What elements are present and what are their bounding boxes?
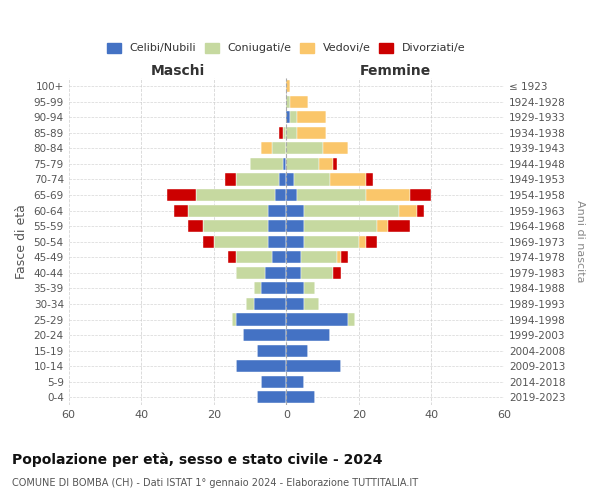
Bar — [247, 298, 254, 310]
Bar — [286, 111, 290, 124]
Bar — [348, 314, 355, 326]
Bar — [228, 251, 236, 264]
Bar — [236, 251, 272, 264]
Bar — [359, 236, 366, 248]
Bar — [286, 282, 304, 294]
Bar — [293, 174, 330, 186]
Bar — [268, 236, 286, 248]
Bar — [232, 314, 236, 326]
Bar — [174, 204, 188, 216]
Bar — [272, 142, 286, 154]
Bar — [290, 96, 308, 108]
Bar — [290, 111, 297, 124]
Bar — [286, 251, 301, 264]
Bar — [257, 344, 286, 356]
Bar — [297, 111, 326, 124]
Bar — [286, 174, 293, 186]
Bar — [272, 251, 286, 264]
Bar — [261, 376, 286, 388]
Bar — [236, 360, 286, 372]
Bar — [236, 314, 286, 326]
Bar — [399, 204, 417, 216]
Bar — [286, 376, 304, 388]
Bar — [250, 158, 283, 170]
Bar — [304, 220, 377, 232]
Bar — [286, 204, 304, 216]
Bar — [286, 314, 348, 326]
Bar — [254, 298, 286, 310]
Bar — [417, 204, 424, 216]
Bar — [283, 158, 286, 170]
Bar — [334, 267, 341, 279]
Bar — [286, 236, 304, 248]
Bar — [286, 344, 308, 356]
Bar — [286, 142, 323, 154]
Bar — [275, 189, 286, 201]
Bar — [377, 220, 388, 232]
Bar — [297, 189, 366, 201]
Bar — [337, 251, 341, 264]
Bar — [203, 220, 268, 232]
Bar — [410, 189, 431, 201]
Bar — [286, 267, 301, 279]
Bar — [366, 189, 410, 201]
Bar — [286, 220, 304, 232]
Bar — [214, 236, 268, 248]
Bar — [341, 251, 348, 264]
Bar — [319, 158, 334, 170]
Bar — [279, 126, 283, 139]
Bar — [301, 267, 334, 279]
Bar — [286, 392, 316, 404]
Bar — [224, 174, 236, 186]
Bar — [330, 174, 366, 186]
Bar — [286, 80, 290, 92]
Bar — [268, 220, 286, 232]
Bar — [366, 174, 373, 186]
Legend: Celibi/Nubili, Coniugati/e, Vedovi/e, Divorziati/e: Celibi/Nubili, Coniugati/e, Vedovi/e, Di… — [103, 38, 470, 58]
Text: Femmine: Femmine — [359, 64, 431, 78]
Text: Maschi: Maschi — [151, 64, 205, 78]
Bar — [236, 267, 265, 279]
Bar — [236, 174, 279, 186]
Bar — [261, 282, 286, 294]
Bar — [304, 236, 359, 248]
Text: COMUNE DI BOMBA (CH) - Dati ISTAT 1° gennaio 2024 - Elaborazione TUTTITALIA.IT: COMUNE DI BOMBA (CH) - Dati ISTAT 1° gen… — [12, 478, 418, 488]
Text: Popolazione per età, sesso e stato civile - 2024: Popolazione per età, sesso e stato civil… — [12, 452, 383, 467]
Bar — [268, 204, 286, 216]
Bar — [243, 329, 286, 341]
Bar — [304, 298, 319, 310]
Bar — [279, 174, 286, 186]
Bar — [304, 282, 316, 294]
Bar — [196, 189, 275, 201]
Bar — [366, 236, 377, 248]
Bar — [286, 126, 297, 139]
Bar — [334, 158, 337, 170]
Bar — [254, 282, 261, 294]
Bar — [304, 204, 399, 216]
Y-axis label: Anni di nascita: Anni di nascita — [575, 200, 585, 283]
Bar — [388, 220, 410, 232]
Bar — [286, 329, 330, 341]
Bar — [323, 142, 348, 154]
Bar — [297, 126, 326, 139]
Bar — [261, 142, 272, 154]
Y-axis label: Fasce di età: Fasce di età — [15, 204, 28, 279]
Bar — [167, 189, 196, 201]
Bar — [283, 126, 286, 139]
Bar — [188, 204, 268, 216]
Bar — [188, 220, 203, 232]
Bar — [286, 189, 297, 201]
Bar — [257, 392, 286, 404]
Bar — [286, 360, 341, 372]
Bar — [286, 298, 304, 310]
Bar — [203, 236, 214, 248]
Bar — [286, 96, 290, 108]
Bar — [286, 158, 319, 170]
Bar — [265, 267, 286, 279]
Bar — [301, 251, 337, 264]
